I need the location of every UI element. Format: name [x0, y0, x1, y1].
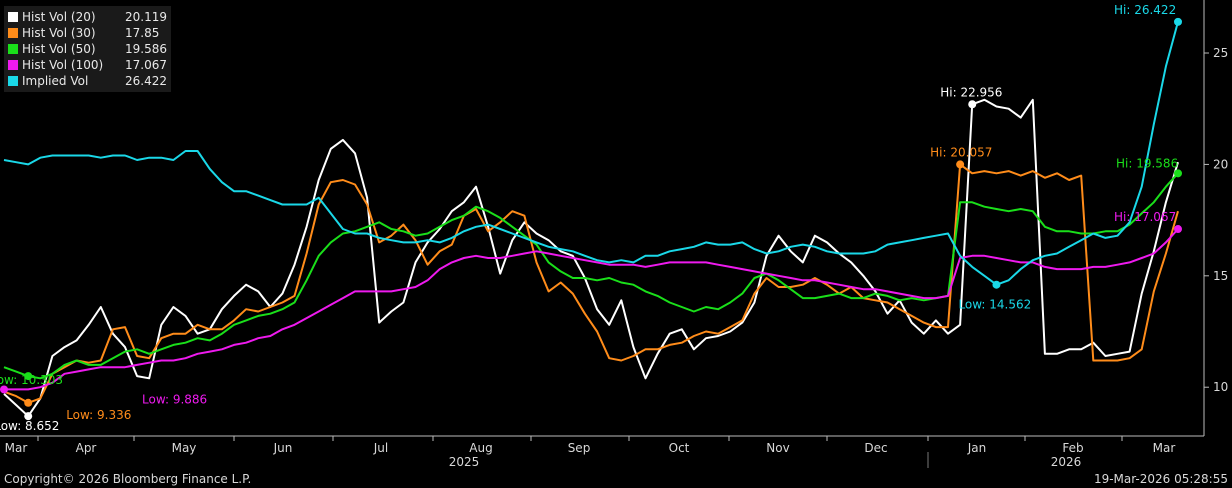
year-label: 2026: [1051, 455, 1082, 469]
annotation-label: Low: 14.562: [958, 298, 1031, 312]
annotation-marker: [24, 372, 33, 381]
legend-item-hist-vol-20: Hist Vol (20) 20.119: [8, 9, 167, 25]
legend-value: 20.119: [125, 10, 167, 24]
series-line-2: [3, 172, 1179, 380]
annotation-marker: [1174, 169, 1182, 178]
annotation-label: Hi: 17.067: [1114, 210, 1176, 224]
series-line-4: [3, 21, 1179, 286]
x-tick-label: Nov: [766, 441, 789, 455]
x-tick-label: Mar: [1153, 441, 1176, 455]
annotation-marker: [0, 385, 8, 394]
x-tick-label: Sep: [568, 441, 591, 455]
annotation-label: Low: 9.886: [142, 392, 207, 406]
y-tick-label: 25: [1213, 46, 1228, 60]
legend-swatch: [8, 28, 18, 38]
series-line-1: [3, 163, 1179, 404]
annotation-marker: [956, 160, 965, 169]
x-tick-label: Aug: [469, 441, 492, 455]
x-tick-label: Mar: [5, 441, 28, 455]
legend-value: 26.422: [125, 74, 167, 88]
legend-swatch: [8, 12, 18, 22]
annotation-marker: [1174, 17, 1182, 26]
annotation-marker: [1174, 225, 1182, 234]
legend-label: Implied Vol: [22, 74, 89, 88]
annotation-marker: [24, 398, 33, 407]
timestamp: 19-Mar-2026 05:28:55: [1093, 472, 1228, 486]
legend-label: Hist Vol (20): [22, 10, 96, 24]
legend-item-implied-vol: Implied Vol 26.422: [8, 73, 167, 89]
legend: Hist Vol (20) 20.119 Hist Vol (30) 17.85…: [4, 6, 171, 92]
legend-value: 17.067: [125, 58, 167, 72]
annotation-layer: Low: 8.652 Hi: 22.956 Low: 9.336 Hi: 20.057…: [0, 3, 1182, 433]
legend-item-hist-vol-50: Hist Vol (50) 19.586: [8, 41, 167, 57]
legend-label: Hist Vol (50): [22, 42, 96, 56]
y-tick-label: 15: [1213, 269, 1228, 283]
annotation-label: Hi: 20.057: [930, 145, 992, 159]
x-tick-label: Dec: [864, 441, 887, 455]
legend-value: 19.586: [125, 42, 167, 56]
legend-item-hist-vol-30: Hist Vol (30) 17.85: [8, 25, 167, 41]
legend-item-hist-vol-100: Hist Vol (100) 17.067: [8, 57, 167, 73]
x-tick-label: Oct: [669, 441, 690, 455]
annotation-marker: [24, 412, 33, 421]
annotation-label: Hi: 26.422: [1114, 3, 1176, 17]
legend-swatch: [8, 76, 18, 86]
series-line-0: [3, 98, 1179, 418]
copyright-text: Copyright© 2026 Bloomberg Finance L.P.: [4, 472, 252, 486]
y-tick-label: 20: [1213, 157, 1228, 171]
legend-value: 17.85: [125, 26, 160, 40]
annotation-label: Low: 9.336: [66, 408, 131, 422]
y-tick-label: 10: [1213, 380, 1228, 394]
annotation-label: Low: 8.652: [0, 419, 59, 433]
x-tick-label: May: [172, 441, 197, 455]
series-line-3: [4, 228, 1179, 391]
legend-swatch: [8, 60, 18, 70]
legend-swatch: [8, 44, 18, 54]
legend-label: Hist Vol (30): [22, 26, 96, 40]
annotation-marker: [968, 100, 977, 109]
x-tick-label: Apr: [76, 441, 97, 455]
x-tick-label: Feb: [1062, 441, 1083, 455]
legend-label: Hist Vol (100): [22, 58, 104, 72]
annotation-label: Low: 10.303: [0, 373, 63, 387]
x-tick-label: Jul: [373, 441, 388, 455]
series-layer: [3, 21, 1179, 418]
annotation-marker: [992, 280, 1001, 289]
footer: Copyright© 2026 Bloomberg Finance L.P. 1…: [0, 470, 1232, 488]
x-tick-label: Jan: [967, 441, 987, 455]
annotation-label: Hi: 22.956: [940, 85, 1002, 99]
x-tick-label: Jun: [273, 441, 293, 455]
annotation-label: Hi: 19.586: [1116, 156, 1178, 170]
year-label: 2025: [449, 455, 480, 469]
